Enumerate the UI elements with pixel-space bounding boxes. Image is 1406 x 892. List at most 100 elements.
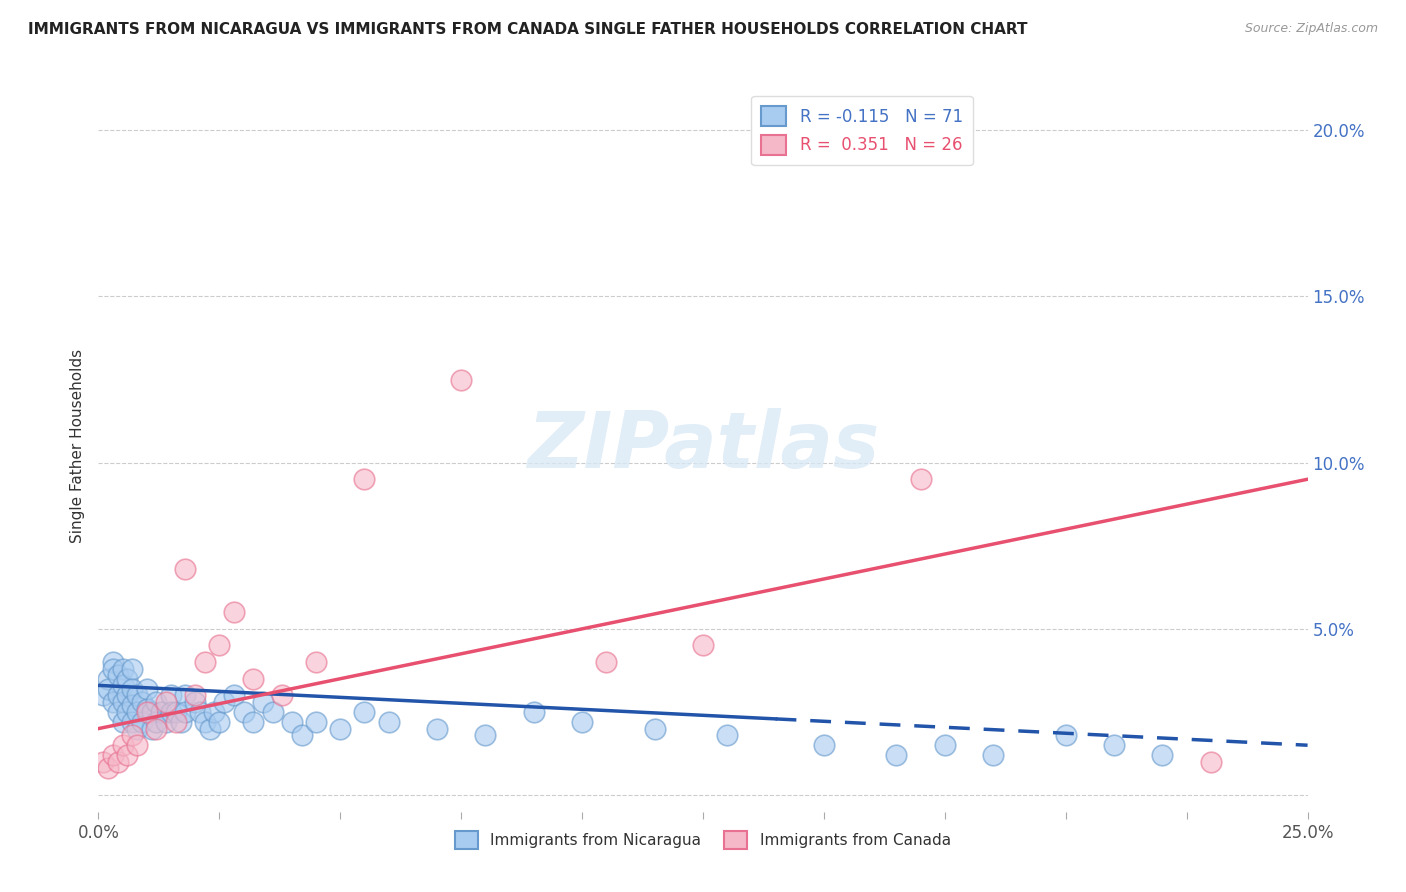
- Point: [474, 728, 496, 742]
- Text: IMMIGRANTS FROM NICARAGUA VS IMMIGRANTS FROM CANADA SINGLE FATHER HOUSEHOLDS COR: IMMIGRANTS FROM NICARAGUA VS IMMIGRANTS …: [28, 22, 1028, 37]
- Point: [232, 705, 254, 719]
- Point: [127, 689, 149, 703]
- Point: [101, 748, 124, 763]
- Point: [141, 722, 163, 736]
- Point: [155, 695, 177, 709]
- Point: [208, 714, 231, 729]
- Point: [1199, 755, 1222, 769]
- Point: [204, 705, 226, 719]
- Point: [910, 472, 932, 486]
- Y-axis label: Single Father Households: Single Father Households: [69, 349, 84, 543]
- Point: [886, 748, 908, 763]
- Point: [135, 701, 157, 715]
- Point: [281, 714, 304, 729]
- Point: [1152, 748, 1174, 763]
- Point: [184, 695, 207, 709]
- Point: [1054, 728, 1077, 742]
- Point: [160, 705, 183, 719]
- Point: [97, 762, 120, 776]
- Point: [305, 655, 328, 669]
- Point: [981, 748, 1004, 763]
- Point: [188, 705, 211, 719]
- Text: ZIPatlas: ZIPatlas: [527, 408, 879, 484]
- Point: [145, 722, 167, 736]
- Point: [111, 714, 134, 729]
- Point: [117, 705, 139, 719]
- Point: [111, 695, 134, 709]
- Point: [692, 639, 714, 653]
- Point: [523, 705, 546, 719]
- Point: [353, 705, 375, 719]
- Point: [165, 714, 187, 729]
- Point: [141, 705, 163, 719]
- Point: [121, 662, 143, 676]
- Point: [426, 722, 449, 736]
- Point: [131, 695, 153, 709]
- Point: [97, 681, 120, 696]
- Point: [111, 662, 134, 676]
- Point: [242, 672, 264, 686]
- Point: [107, 755, 129, 769]
- Point: [252, 695, 274, 709]
- Point: [174, 562, 197, 576]
- Point: [150, 705, 173, 719]
- Point: [262, 705, 284, 719]
- Point: [934, 738, 956, 752]
- Point: [135, 681, 157, 696]
- Point: [450, 372, 472, 386]
- Point: [194, 655, 217, 669]
- Point: [169, 714, 191, 729]
- Point: [127, 722, 149, 736]
- Point: [165, 705, 187, 719]
- Point: [155, 714, 177, 729]
- Point: [117, 672, 139, 686]
- Point: [91, 755, 114, 769]
- Point: [107, 689, 129, 703]
- Point: [101, 695, 124, 709]
- Point: [121, 728, 143, 742]
- Point: [160, 689, 183, 703]
- Point: [127, 738, 149, 752]
- Point: [97, 672, 120, 686]
- Point: [117, 689, 139, 703]
- Point: [222, 689, 245, 703]
- Point: [107, 668, 129, 682]
- Point: [595, 655, 617, 669]
- Point: [644, 722, 666, 736]
- Point: [121, 714, 143, 729]
- Text: Source: ZipAtlas.com: Source: ZipAtlas.com: [1244, 22, 1378, 36]
- Point: [111, 678, 134, 692]
- Point: [117, 748, 139, 763]
- Point: [716, 728, 738, 742]
- Point: [127, 705, 149, 719]
- Point: [121, 681, 143, 696]
- Point: [208, 639, 231, 653]
- Point: [101, 655, 124, 669]
- Point: [145, 714, 167, 729]
- Point: [305, 714, 328, 729]
- Point: [101, 662, 124, 676]
- Point: [145, 695, 167, 709]
- Legend: Immigrants from Nicaragua, Immigrants from Canada: Immigrants from Nicaragua, Immigrants fr…: [450, 824, 956, 855]
- Point: [222, 605, 245, 619]
- Point: [131, 714, 153, 729]
- Point: [353, 472, 375, 486]
- Point: [174, 689, 197, 703]
- Point: [271, 689, 294, 703]
- Point: [121, 698, 143, 713]
- Point: [184, 689, 207, 703]
- Point: [571, 714, 593, 729]
- Point: [290, 728, 312, 742]
- Point: [91, 689, 114, 703]
- Point: [107, 705, 129, 719]
- Point: [329, 722, 352, 736]
- Point: [377, 714, 399, 729]
- Point: [135, 705, 157, 719]
- Point: [813, 738, 835, 752]
- Point: [194, 714, 217, 729]
- Point: [198, 722, 221, 736]
- Point: [242, 714, 264, 729]
- Point: [1102, 738, 1125, 752]
- Point: [212, 695, 235, 709]
- Point: [174, 705, 197, 719]
